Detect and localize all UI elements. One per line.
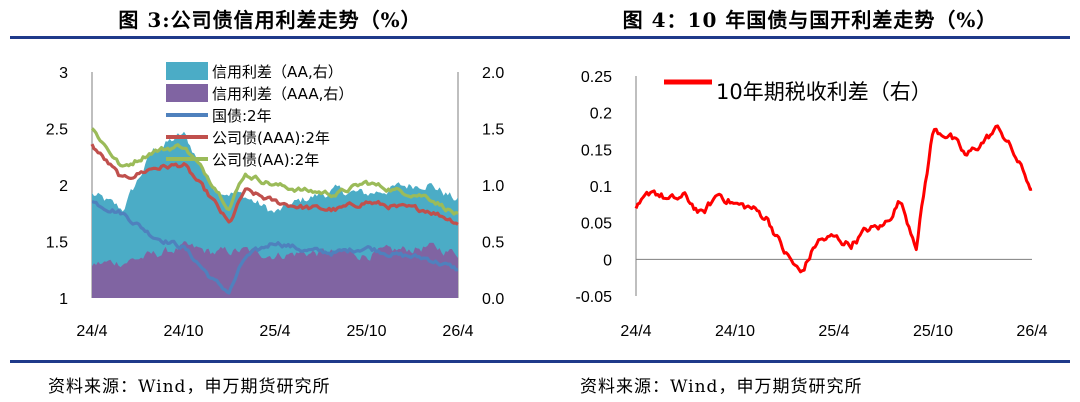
right-chart-x-tick-label: 26/4 bbox=[1016, 323, 1047, 340]
left-y-tick-label: 3 bbox=[59, 65, 68, 82]
right-chart-x-tick-label: 24/4 bbox=[620, 323, 651, 340]
left-y-tick-label: 2.5 bbox=[46, 122, 68, 139]
line-series-corp-aaa-2y bbox=[90, 143, 459, 226]
legend-label: 10年期税收利差（右） bbox=[716, 80, 932, 104]
left-y-tick-label: 2 bbox=[59, 178, 68, 195]
legend-label: 公司债(AA):2年 bbox=[212, 151, 319, 169]
right-chart-x-tick-label: 25/10 bbox=[913, 323, 953, 340]
right-chart-x-tick-label: 24/10 bbox=[715, 323, 755, 340]
right-y-tick-label: 0.0 bbox=[482, 291, 504, 308]
line-series-10y-tax-spread bbox=[634, 124, 1033, 274]
right-chart-y-tick-label: 0 bbox=[603, 252, 612, 269]
left-source-note: 资料来源：Wind，申万期货研究所 bbox=[48, 377, 331, 397]
legend-label: 国债:2年 bbox=[212, 107, 272, 125]
area-series-aaa-spread bbox=[92, 241, 458, 298]
right-chart-y-tick-label: 0.05 bbox=[581, 216, 612, 233]
right-chart-y-tick-label: 0.1 bbox=[590, 179, 612, 196]
left-y-tick-label: 1.5 bbox=[46, 235, 68, 252]
left-x-tick-label: 24/4 bbox=[76, 323, 107, 340]
bottom-rule bbox=[10, 360, 1070, 363]
right-chart-y-tick-label: 0.2 bbox=[590, 106, 612, 123]
right-chart-y-tick-label: 0.25 bbox=[581, 69, 612, 86]
right-y-tick-label: 1.5 bbox=[482, 122, 504, 139]
left-chart: 1 1.5 2 2.5 3 0.0 0.5 1.0 1.5 2.0 24/4 24/10 25/4 25/… bbox=[46, 62, 504, 340]
right-y-tick-label: 2.0 bbox=[482, 65, 504, 82]
top-rule bbox=[10, 36, 1070, 39]
legend-label: 信用利差（AA,右） bbox=[212, 63, 343, 81]
right-chart-y-tick-label: 0.15 bbox=[581, 142, 612, 159]
legend-swatch bbox=[166, 84, 208, 102]
legend-label: 信用利差（AAA,右） bbox=[212, 85, 353, 103]
left-chart-title: 图 3:公司债信用利差走势（%） bbox=[118, 8, 422, 32]
line-series-treasury-2y bbox=[91, 199, 459, 295]
right-y-tick-label: 0.5 bbox=[482, 235, 504, 252]
right-chart-title: 图 4：10 年国债与国开利差走势（%） bbox=[622, 8, 998, 32]
right-source-note: 资料来源：Wind，申万期货研究所 bbox=[580, 377, 863, 397]
line-series-corp-aa-2y bbox=[90, 127, 459, 216]
left-x-tick-label: 26/4 bbox=[442, 323, 473, 340]
left-x-tick-label: 25/10 bbox=[346, 323, 386, 340]
right-chart-y-tick-label: -0.05 bbox=[576, 289, 613, 306]
left-x-tick-label: 25/4 bbox=[259, 323, 290, 340]
legend-label: 公司债(AAA):2年 bbox=[212, 129, 330, 147]
left-y-tick-label: 1 bbox=[59, 291, 68, 308]
right-chart: -0.05 0 0.05 0.1 0.15 0.2 0.25 24/4 24/10 25/4 25/… bbox=[576, 69, 1048, 340]
right-chart-x-tick-label: 25/4 bbox=[818, 323, 849, 340]
legend-swatch bbox=[166, 62, 208, 80]
right-y-tick-label: 1.0 bbox=[482, 178, 504, 195]
left-x-tick-label: 24/10 bbox=[163, 323, 203, 340]
